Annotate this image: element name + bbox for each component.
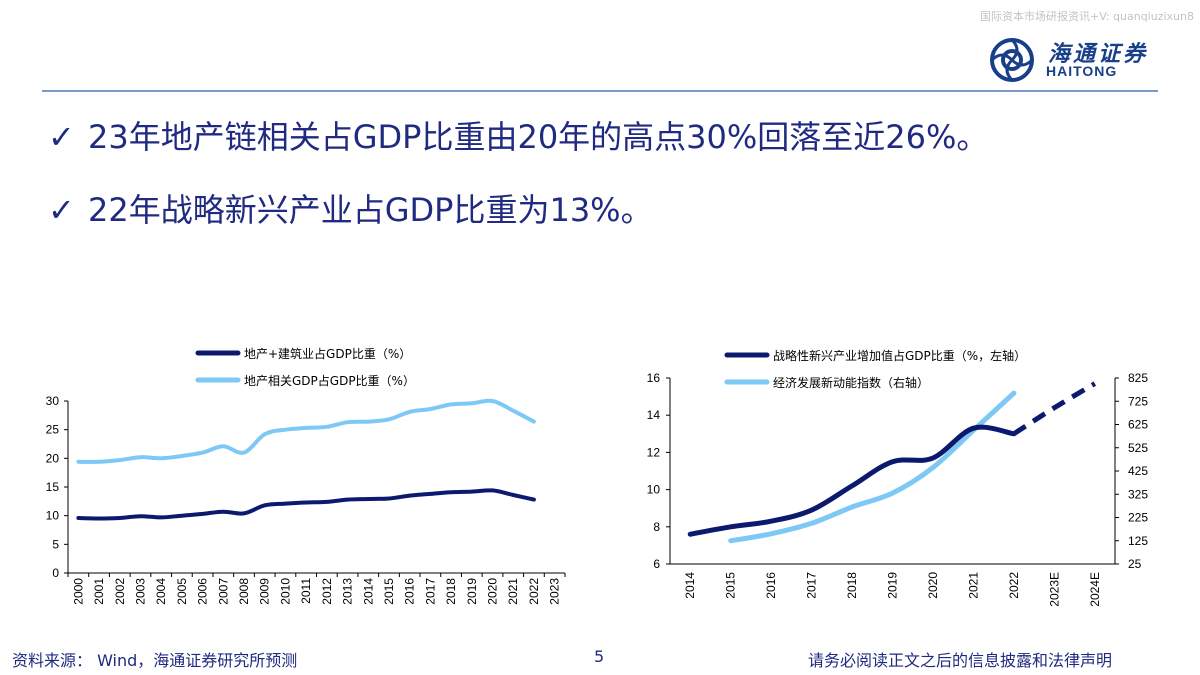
x-tick-label: 2022 xyxy=(527,578,541,605)
haitong-emblem-icon xyxy=(990,38,1034,82)
x-tick-label: 2006 xyxy=(196,578,210,605)
right-y-tick-label: 125 xyxy=(1128,534,1148,548)
x-tick-label: 2000 xyxy=(71,578,85,605)
watermark-text: 国际资本市场研报资讯+V: quanqiuzixun8 xyxy=(979,10,1194,23)
x-tick-label: 2008 xyxy=(237,578,251,605)
x-tick-label: 2011 xyxy=(299,578,313,604)
legend-label: 经济发展新动能指数（右轴） xyxy=(773,375,929,390)
x-tick-label: 2010 xyxy=(278,578,292,605)
legend-label: 地产相关GDP占GDP比重（%） xyxy=(244,373,415,388)
x-tick-label: 2007 xyxy=(216,578,230,605)
series-line-0 xyxy=(76,488,536,521)
legend-label: 战略性新兴产业增加值占GDP比重（%，左轴） xyxy=(773,348,1026,363)
x-tick-label: 2013 xyxy=(341,578,355,605)
left-y-tick-label: 8 xyxy=(653,520,660,534)
x-tick-label: 2015 xyxy=(724,572,738,599)
x-tick-label: 2016 xyxy=(764,572,778,599)
x-tick-label: 2002 xyxy=(113,578,127,605)
x-tick-label: 2015 xyxy=(382,578,396,605)
checkmark-icon: ✓ xyxy=(48,118,75,156)
x-tick-label: 2021 xyxy=(966,572,980,599)
x-tick-label: 2018 xyxy=(444,578,458,605)
right-y-tick-label: 725 xyxy=(1128,394,1148,408)
y-tick-label: 0 xyxy=(52,566,59,580)
series-line-new-momentum-index xyxy=(728,390,1017,544)
x-tick-label: 2020 xyxy=(486,578,500,605)
logo-chinese-name: 海通证券 xyxy=(1048,41,1149,67)
x-tick-label: 2012 xyxy=(320,578,334,605)
x-tick-label: 2021 xyxy=(506,578,520,605)
x-tick-label: 2001 xyxy=(92,578,106,605)
left-y-tick-label: 10 xyxy=(647,483,661,497)
disclaimer-text: 请务必阅读正文之后的信息披露和法律声明 xyxy=(808,651,1113,670)
bullet-point: ✓ 23年地产链相关占GDP比重由20年的高点30%回落至近26%。 xyxy=(48,112,988,158)
x-tick-label: 2003 xyxy=(133,578,147,605)
x-tick-label: 2014 xyxy=(361,578,375,605)
y-tick-label: 25 xyxy=(46,423,60,437)
bullet-point: ✓ 22年战略新兴产业占GDP比重为13%。 xyxy=(48,185,653,231)
left-y-tick-label: 16 xyxy=(647,371,661,385)
x-tick-label: 2009 xyxy=(258,578,272,605)
x-tick-label: 2004 xyxy=(154,578,168,605)
y-tick-label: 5 xyxy=(52,537,59,551)
series-line-1 xyxy=(76,398,536,464)
haitong-logo: 海通证券 HAITONG xyxy=(988,36,1168,84)
right-y-tick-label: 525 xyxy=(1128,441,1148,455)
x-tick-label: 2024E xyxy=(1088,572,1102,607)
right-y-tick-label: 425 xyxy=(1128,464,1148,478)
x-tick-label: 2014 xyxy=(683,572,697,599)
x-tick-label: 2017 xyxy=(805,572,819,599)
y-tick-label: 30 xyxy=(46,394,60,408)
y-tick-label: 10 xyxy=(46,509,60,523)
x-tick-label: 2019 xyxy=(886,572,900,599)
x-tick-label: 2019 xyxy=(465,578,479,605)
logo-english-name: HAITONG xyxy=(1046,63,1118,79)
left-y-tick-label: 14 xyxy=(647,408,661,422)
series-line-strategic-share xyxy=(687,424,1017,537)
right-y-tick-label: 25 xyxy=(1128,557,1142,571)
bullet-text: 22年战略新兴产业占GDP比重为13%。 xyxy=(88,191,653,229)
legend-label: 地产+建筑业占GDP比重（%） xyxy=(244,346,411,361)
checkmark-icon: ✓ xyxy=(48,191,75,229)
right-y-tick-label: 625 xyxy=(1128,418,1148,432)
x-tick-label: 2023E xyxy=(1047,572,1061,607)
x-tick-label: 2018 xyxy=(845,572,859,599)
x-tick-label: 2022 xyxy=(1007,572,1021,599)
x-tick-label: 2023 xyxy=(548,578,562,605)
x-tick-label: 2020 xyxy=(926,572,940,599)
right-y-tick-label: 225 xyxy=(1128,511,1148,525)
y-tick-label: 20 xyxy=(46,451,60,465)
right-y-tick-label: 325 xyxy=(1128,487,1148,501)
source-note: 资料来源： Wind，海通证券研究所预测 xyxy=(12,651,298,670)
series-line-strategic-share-forecast xyxy=(1012,381,1097,436)
y-tick-label: 15 xyxy=(46,480,60,494)
x-tick-label: 2016 xyxy=(403,578,417,605)
x-tick-label: 2005 xyxy=(175,578,189,605)
header-divider xyxy=(42,90,1158,92)
page-number: 5 xyxy=(594,647,605,666)
left-y-tick-label: 12 xyxy=(647,445,661,459)
x-tick-label: 2017 xyxy=(423,578,437,605)
left-y-tick-label: 6 xyxy=(653,557,660,571)
bullet-text: 23年地产链相关占GDP比重由20年的高点30%回落至近26%。 xyxy=(88,118,989,156)
right-y-tick-label: 825 xyxy=(1128,371,1148,385)
